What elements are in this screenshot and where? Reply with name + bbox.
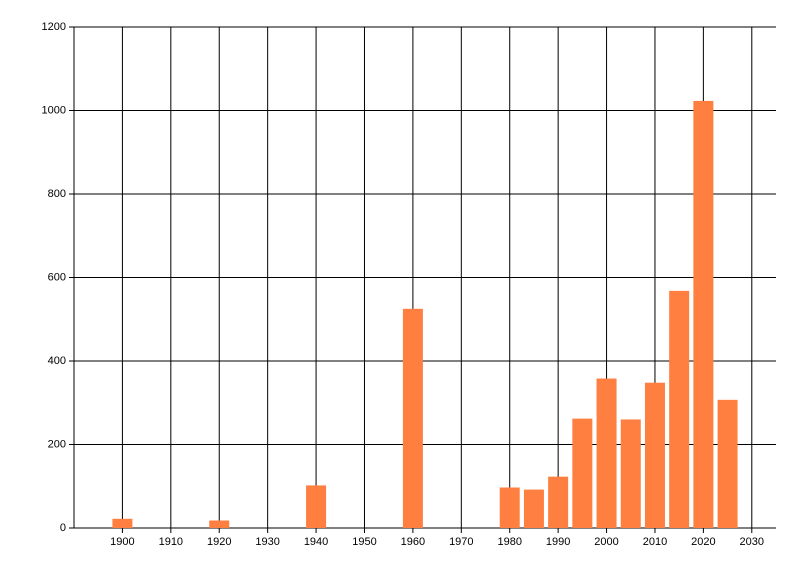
x-tick-label: 2010 xyxy=(643,536,667,548)
x-tick-label: 1900 xyxy=(110,536,134,548)
x-tick-label: 2020 xyxy=(691,536,715,548)
bar xyxy=(548,476,569,528)
bar xyxy=(717,399,738,528)
bar xyxy=(499,487,520,528)
bar xyxy=(644,382,665,528)
x-tick-label: 1940 xyxy=(304,536,328,548)
y-tick-label: 800 xyxy=(48,188,66,200)
x-tick-label: 1920 xyxy=(207,536,231,548)
bar xyxy=(572,418,593,528)
bar xyxy=(669,290,690,528)
x-tick-label: 1960 xyxy=(401,536,425,548)
y-tick-label: 400 xyxy=(48,355,66,367)
bar xyxy=(209,520,230,528)
x-tick-label: 1970 xyxy=(449,536,473,548)
bar xyxy=(523,489,544,528)
x-tick-label: 1990 xyxy=(546,536,570,548)
y-tick-label: 1200 xyxy=(42,21,66,33)
x-tick-label: 1950 xyxy=(352,536,376,548)
bar xyxy=(402,308,423,528)
x-tick-label: 2000 xyxy=(594,536,618,548)
y-tick-label: 200 xyxy=(48,438,66,450)
bar xyxy=(306,485,327,528)
bar xyxy=(693,100,714,529)
x-tick-label: 1910 xyxy=(159,536,183,548)
y-tick-label: 1000 xyxy=(42,104,66,116)
y-tick-label: 0 xyxy=(60,522,66,534)
y-tick-label: 600 xyxy=(48,271,66,283)
x-tick-label: 1980 xyxy=(497,536,521,548)
bar xyxy=(620,419,641,528)
bar xyxy=(112,518,133,528)
x-tick-label: 2030 xyxy=(740,536,764,548)
x-tick-label: 1930 xyxy=(255,536,279,548)
bar xyxy=(596,378,617,528)
